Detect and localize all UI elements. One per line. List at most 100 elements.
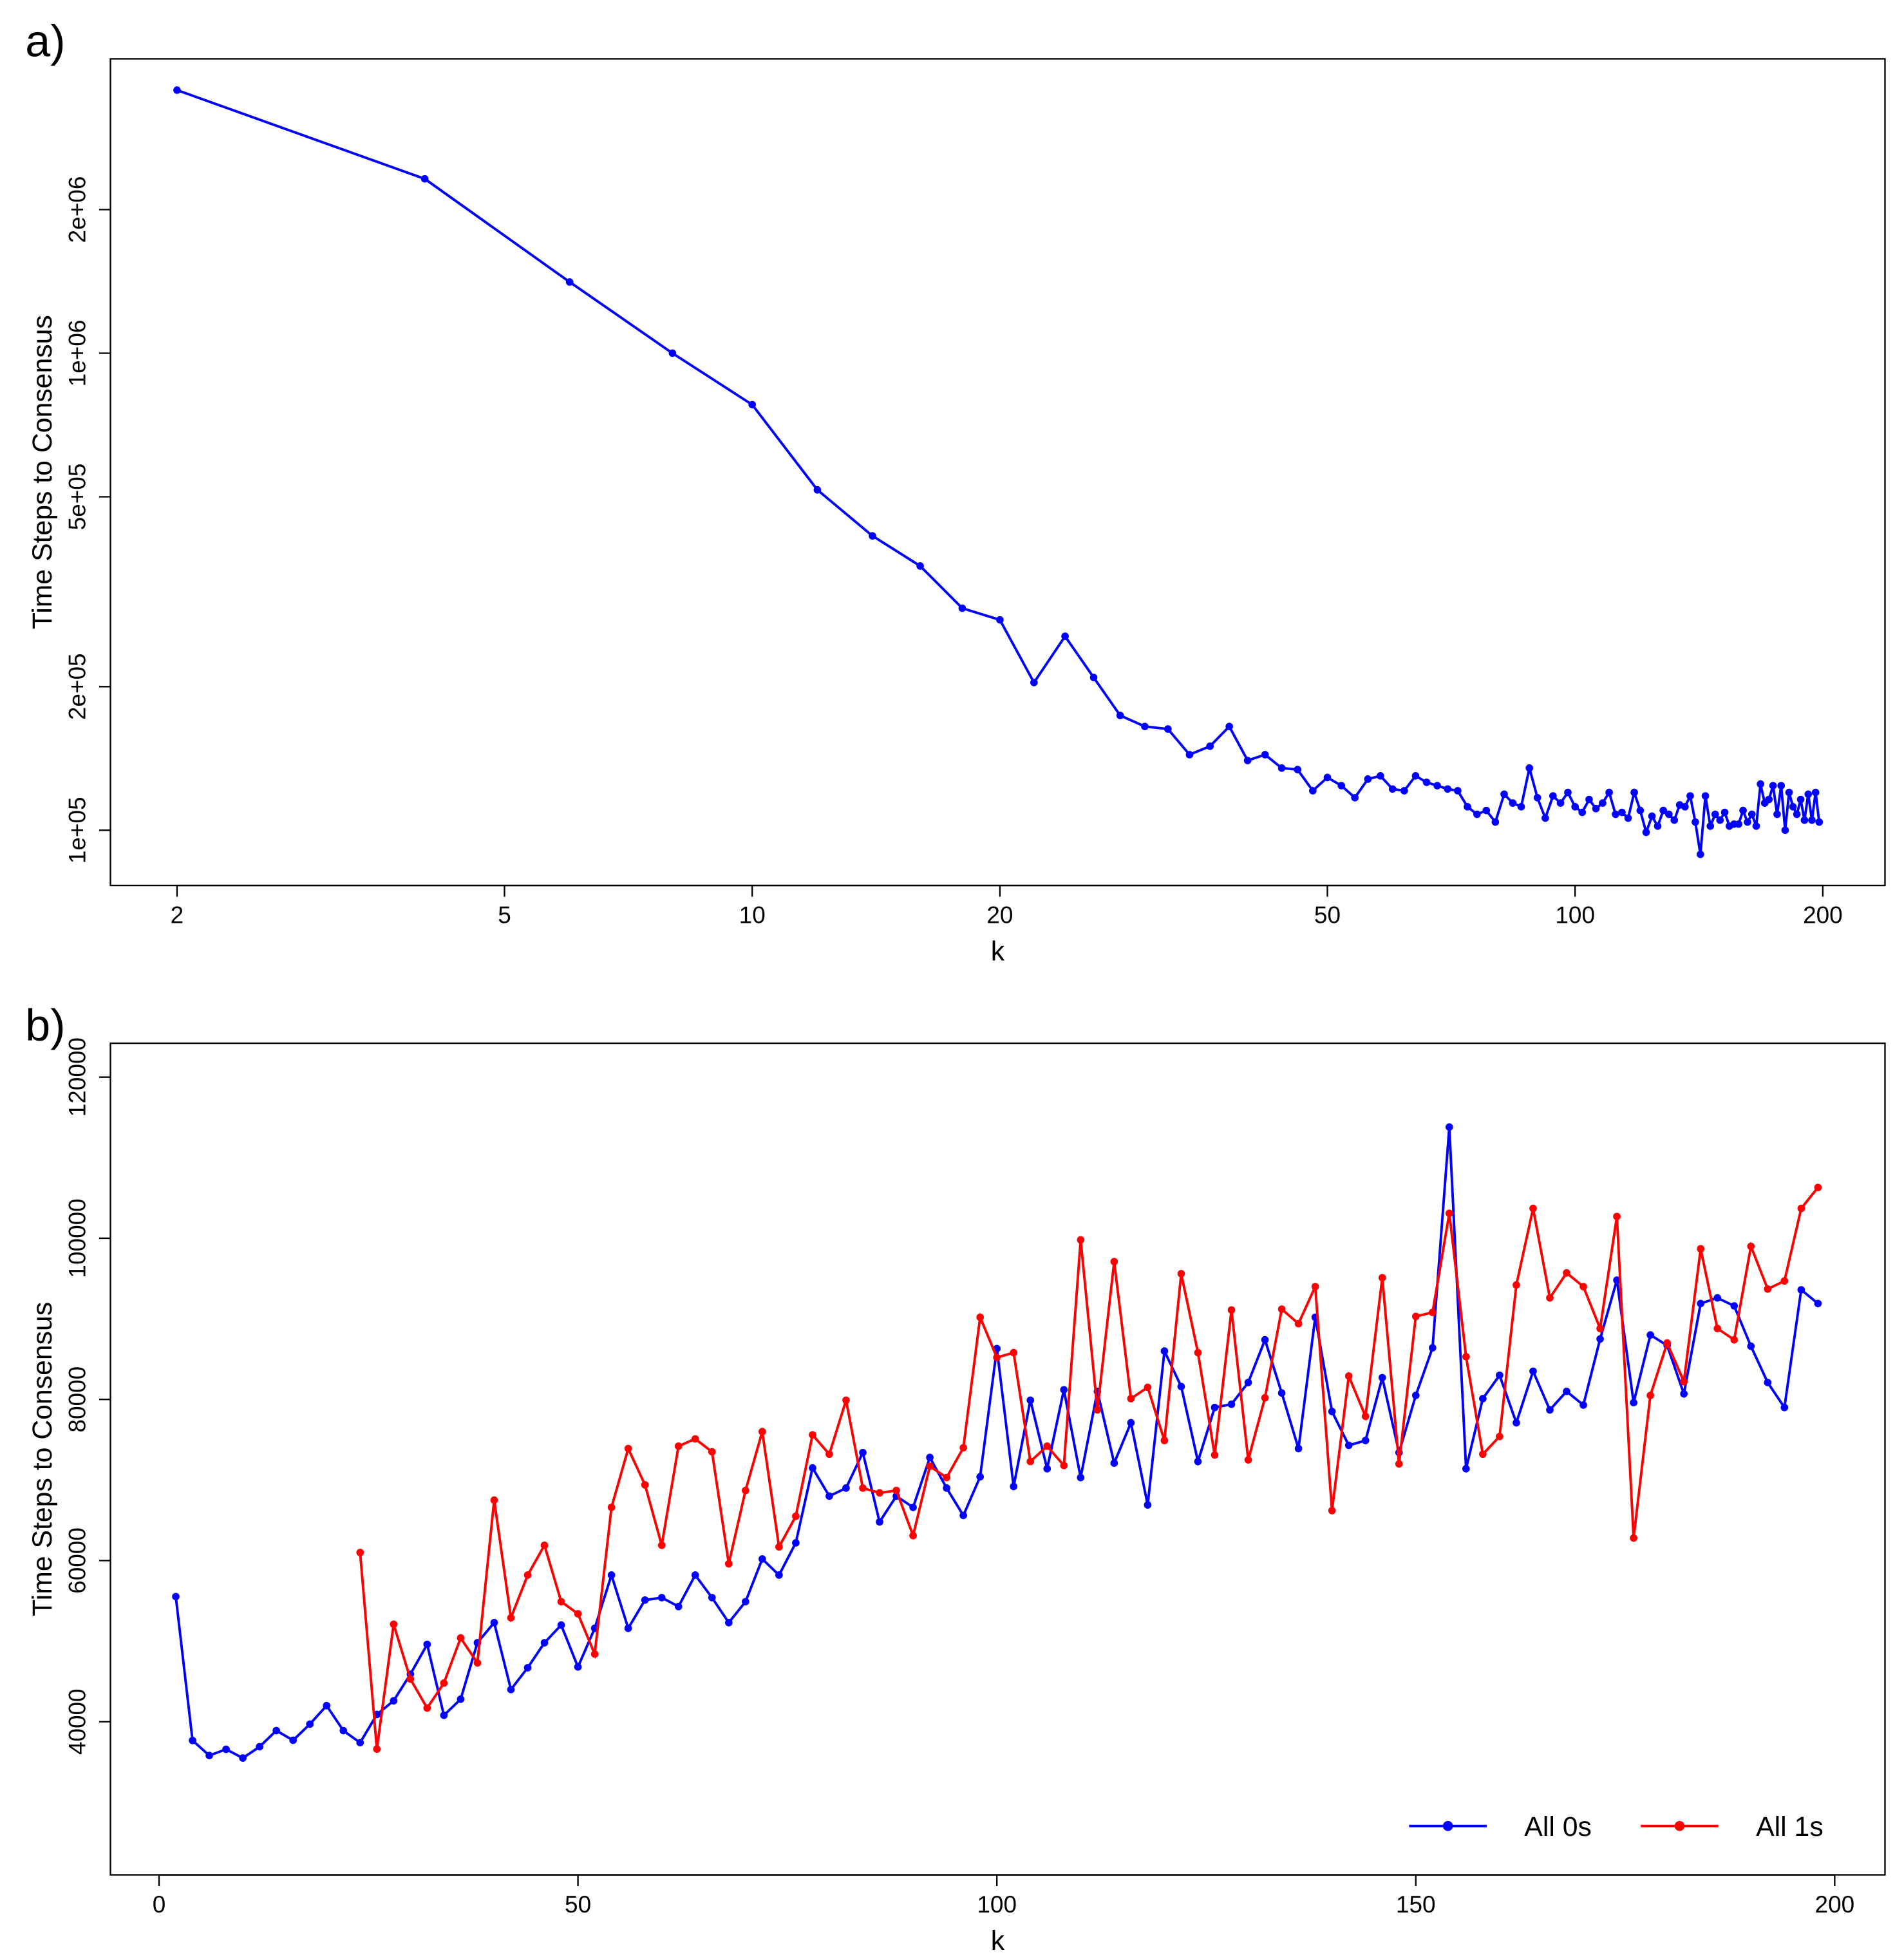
- data-point: [657, 1541, 666, 1549]
- data-point: [691, 1435, 699, 1443]
- data-point: [1793, 810, 1801, 818]
- data-point: [1571, 802, 1579, 811]
- series-line: [176, 89, 1821, 855]
- data-point: [1513, 1419, 1520, 1427]
- data-point: [1720, 808, 1729, 817]
- data-point: [1395, 1460, 1403, 1468]
- data-point: [1636, 806, 1645, 815]
- data-point: [1177, 1270, 1185, 1278]
- data-point: [1445, 1123, 1453, 1131]
- y-axis-title: Time Steps to Consensus: [27, 315, 58, 629]
- data-point: [1422, 779, 1431, 786]
- data-point: [473, 1659, 482, 1667]
- x-axis-title: k: [991, 1925, 1005, 1955]
- data-point: [813, 486, 822, 494]
- data-point: [1127, 1419, 1135, 1427]
- data-point: [1696, 850, 1704, 858]
- data-point: [1010, 1348, 1018, 1357]
- x-tick-label: 10: [739, 902, 766, 928]
- data-point: [1328, 1408, 1336, 1415]
- data-point: [1697, 1299, 1705, 1308]
- data-point: [173, 86, 181, 94]
- data-point: [1116, 712, 1124, 719]
- data-point: [859, 1448, 867, 1457]
- data-point: [1546, 1406, 1554, 1414]
- data-point: [1509, 799, 1517, 807]
- data-point: [1308, 787, 1317, 795]
- data-point: [1227, 1400, 1236, 1408]
- y-tick-label: 100000: [64, 1198, 91, 1278]
- data-point: [1642, 828, 1650, 836]
- data-point: [1624, 814, 1632, 822]
- data-point: [1646, 1392, 1654, 1399]
- data-point: [1785, 788, 1793, 797]
- data-point: [1757, 780, 1764, 788]
- data-point: [356, 1549, 364, 1556]
- data-point: [540, 1639, 549, 1647]
- data-point: [440, 1679, 448, 1687]
- data-point: [507, 1685, 515, 1694]
- data-point: [1752, 822, 1760, 830]
- data-point: [1185, 751, 1194, 759]
- data-point: [1388, 785, 1397, 793]
- data-point: [1556, 799, 1565, 807]
- data-point: [641, 1596, 649, 1604]
- data-point: [565, 278, 574, 286]
- data-point: [1815, 818, 1824, 826]
- data-point: [1428, 1344, 1437, 1352]
- data-point: [1277, 764, 1286, 772]
- data-point: [1206, 742, 1214, 750]
- data-point: [1780, 1403, 1789, 1412]
- data-point: [1529, 1204, 1537, 1213]
- x-tick-label: 0: [153, 1891, 166, 1918]
- data-point: [1804, 790, 1813, 798]
- data-point: [993, 1354, 1001, 1361]
- data-point: [1808, 816, 1816, 824]
- data-point: [1160, 1347, 1169, 1355]
- data-point: [708, 1594, 716, 1601]
- data-point: [289, 1736, 297, 1744]
- y-tick-label: 1e+05: [64, 797, 91, 864]
- data-point: [1261, 1336, 1269, 1344]
- data-point: [1479, 1450, 1487, 1459]
- data-point: [1800, 816, 1809, 824]
- data-point: [1533, 793, 1541, 802]
- data-point: [607, 1504, 616, 1511]
- data-point: [1596, 1325, 1604, 1332]
- data-point: [1364, 775, 1372, 783]
- data-point: [1351, 793, 1359, 802]
- data-point: [507, 1614, 515, 1622]
- data-point: [1141, 722, 1149, 731]
- plot-frame: [109, 58, 1886, 887]
- x-tick-label: 2: [171, 902, 184, 928]
- data-point: [1748, 810, 1756, 818]
- data-point: [1765, 795, 1773, 804]
- data-point: [1796, 795, 1805, 804]
- data-point: [272, 1726, 280, 1735]
- x-tick-label: 50: [1314, 902, 1341, 928]
- data-point: [1177, 1383, 1185, 1391]
- data-point: [724, 1560, 733, 1568]
- data-point: [457, 1634, 465, 1642]
- data-point: [1344, 1441, 1353, 1450]
- data-point: [1144, 1501, 1152, 1509]
- legend-label: All 0s: [1524, 1811, 1592, 1842]
- y-tick-label: 80000: [64, 1366, 91, 1433]
- data-point: [1697, 1245, 1705, 1253]
- data-point: [1482, 806, 1491, 815]
- data-point: [323, 1701, 331, 1710]
- data-point: [876, 1489, 883, 1497]
- data-point: [1211, 1451, 1219, 1459]
- data-point: [1811, 788, 1820, 797]
- data-point: [1769, 782, 1777, 789]
- data-point: [741, 1598, 749, 1606]
- data-point: [1444, 785, 1452, 793]
- data-point: [825, 1492, 833, 1500]
- data-point: [222, 1745, 230, 1753]
- data-point: [1659, 806, 1668, 815]
- data-point: [1361, 1437, 1370, 1444]
- data-point: [674, 1442, 683, 1450]
- data-point: [1344, 1372, 1353, 1380]
- data-point: [1479, 1395, 1487, 1402]
- data-point: [189, 1737, 196, 1744]
